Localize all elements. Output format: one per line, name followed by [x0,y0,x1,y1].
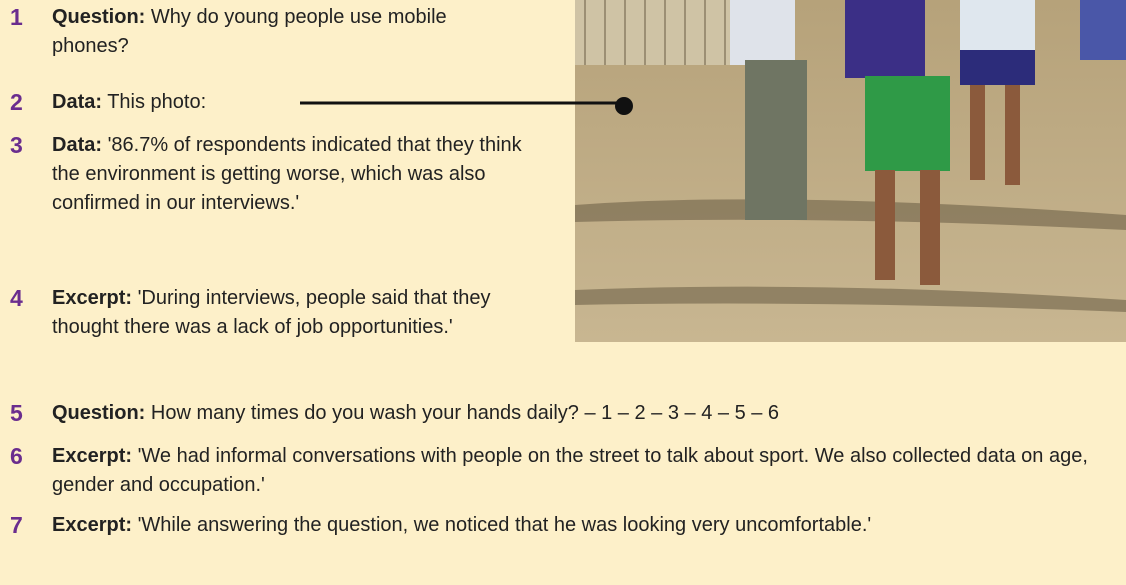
item-number: 2 [10,88,52,117]
item-body: Data: '86.7% of respondents indicated th… [52,131,532,218]
item-number: 3 [10,131,52,218]
item-text: '86.7% of respondents indicated that the… [52,134,522,214]
item-label: Data: [52,91,102,113]
item-label: Excerpt: [52,445,132,467]
item-body: Question: Why do young people use mobile… [52,3,522,61]
item-number: 1 [10,3,52,61]
item-number: 5 [10,399,52,428]
page: 1Question: Why do young people use mobil… [0,0,1126,585]
item-label: Question: [52,6,145,28]
item-text: 'We had informal conversations with peop… [52,445,1088,496]
item-body: Excerpt: 'We had informal conversations … [52,442,1126,500]
item-text: How many times do you wash your hands da… [151,402,779,424]
item-label: Question: [52,402,145,424]
item-body: Data: This photo: [52,88,312,117]
item-body: Excerpt: 'During interviews, people said… [52,284,502,342]
item-number: 6 [10,442,52,500]
item-label: Excerpt: [52,514,132,536]
item-text: 'While answering the question, we notice… [138,514,872,536]
item-body: Question: How many times do you wash you… [52,399,1126,428]
photo [575,0,1126,342]
item-label: Excerpt: [52,287,132,309]
item-number: 7 [10,511,52,540]
item-body: Excerpt: 'While answering the question, … [52,511,1072,540]
item-label: Data: [52,134,102,156]
item-number: 4 [10,284,52,342]
item-text: This photo: [107,91,206,113]
